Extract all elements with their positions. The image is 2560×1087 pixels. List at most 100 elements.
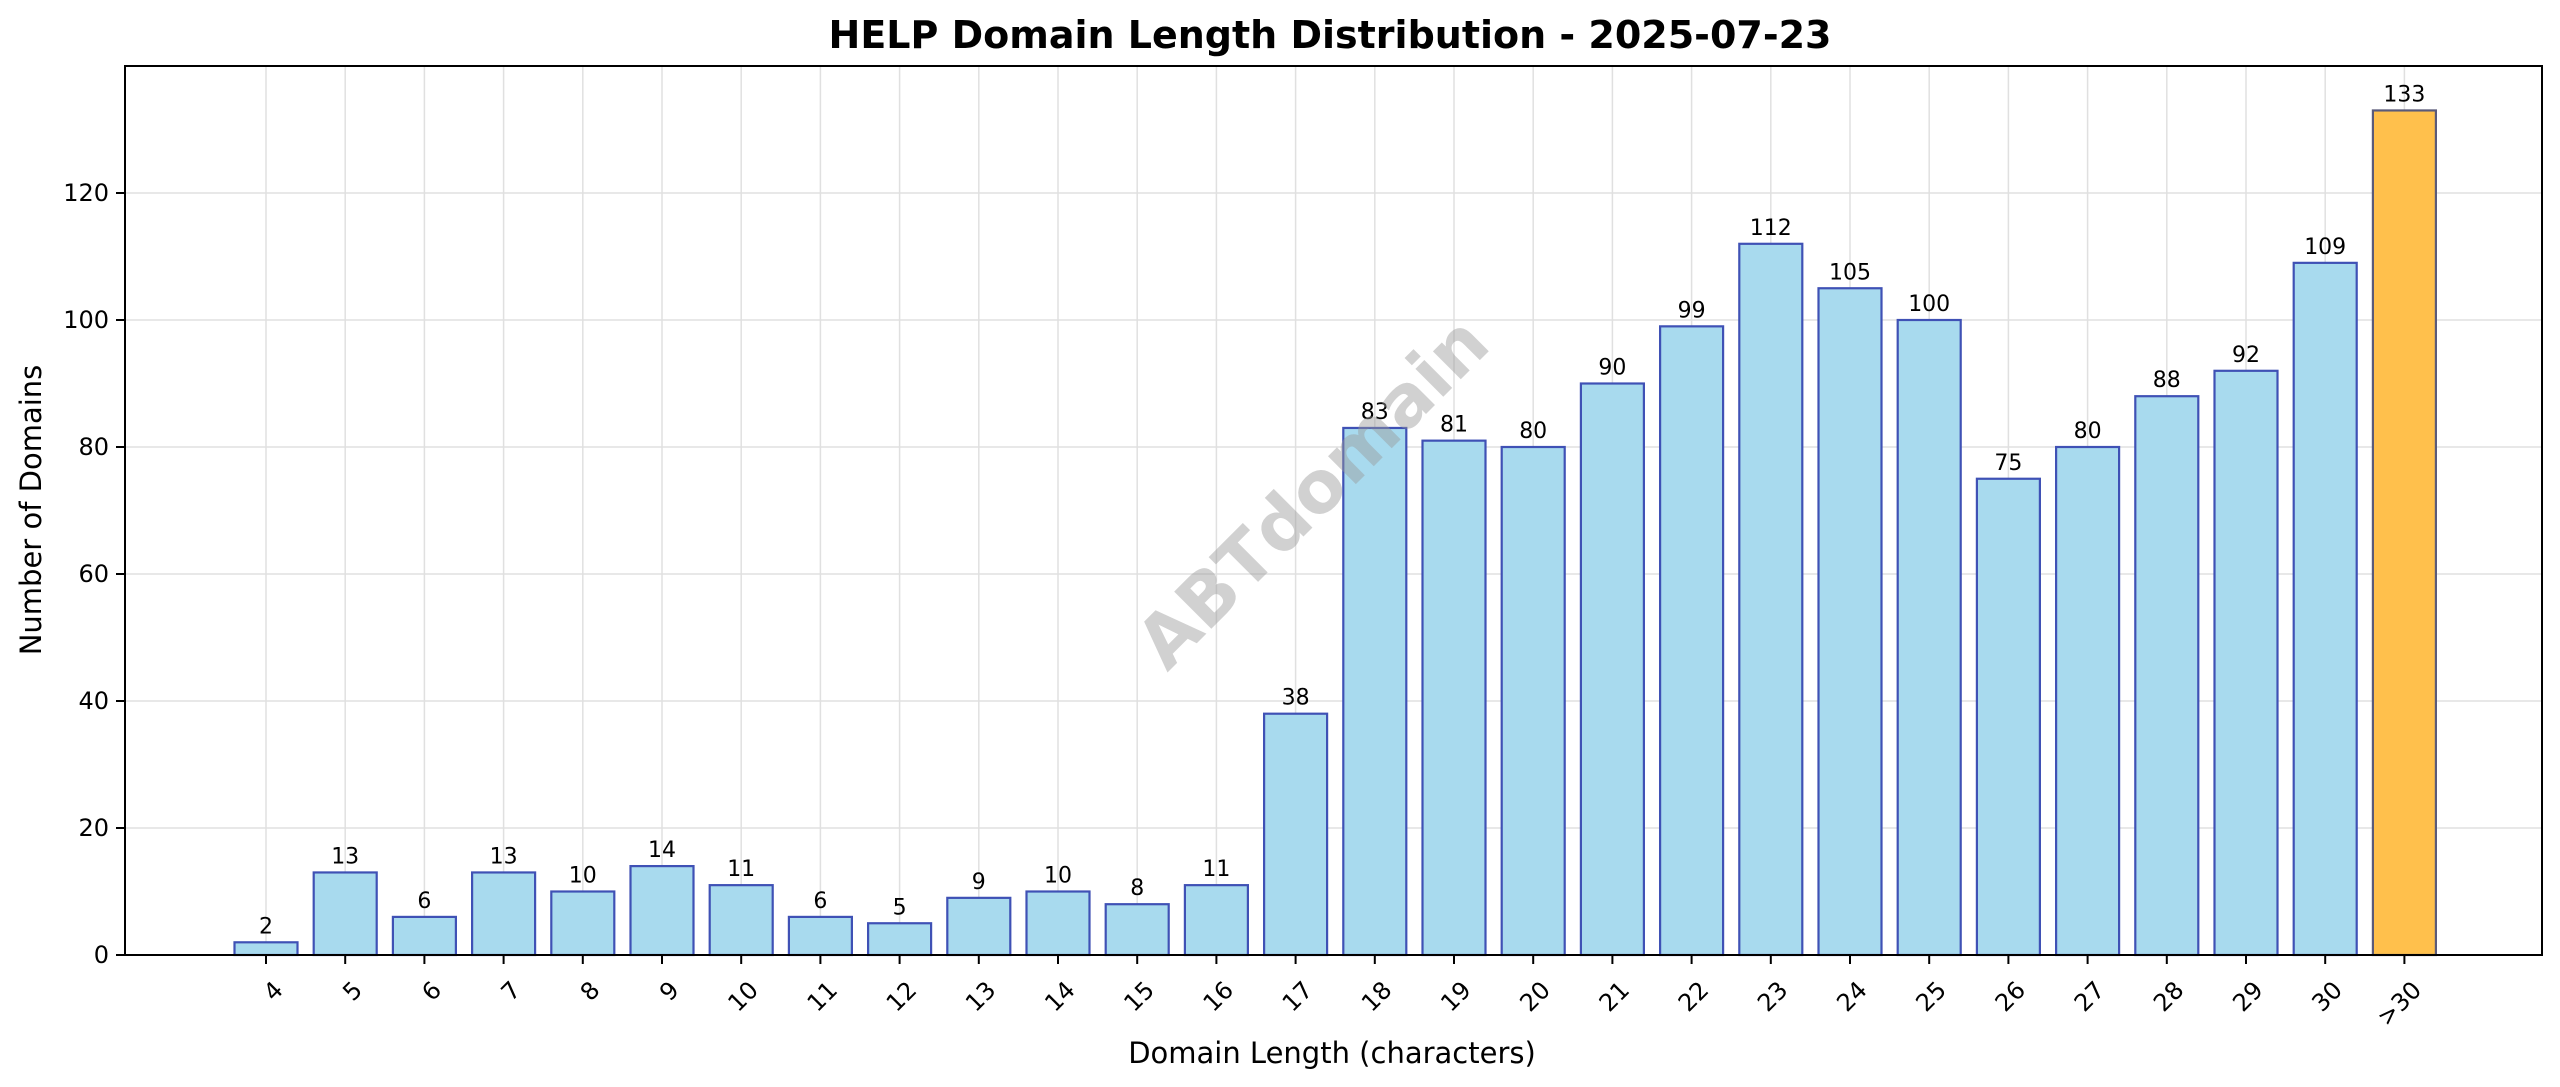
y-tick-label: 20 — [78, 814, 109, 842]
x-tick-label: 9 — [654, 976, 685, 1007]
x-tick-label: 12 — [881, 976, 922, 1017]
data-label: 100 — [1908, 292, 1950, 317]
x-tick-label: 15 — [1118, 976, 1159, 1017]
data-labels: 2 13 6 13 10 14 11 6 5 9 10 8 11 38 83 81 80 90 99 112 105 10… — [259, 82, 2425, 939]
bar-7 — [471, 871, 537, 957]
data-label: 105 — [1829, 260, 1871, 285]
x-tick-label: 27 — [2069, 976, 2110, 1017]
bar-9 — [629, 864, 695, 957]
x-tick-label: 19 — [1435, 976, 1476, 1017]
chart-title: HELP Domain Length Distribution - 2025-0… — [829, 13, 1832, 57]
bar-21 — [1579, 382, 1646, 957]
y-axis-label: Number of Domains — [14, 365, 48, 656]
bar-16 — [1183, 884, 1250, 957]
bar-4 — [233, 941, 299, 957]
data-label: 75 — [1994, 451, 2022, 476]
x-tick-label: 23 — [1752, 976, 1793, 1017]
x-tick-label: 5 — [337, 976, 368, 1007]
y-tick-label: 120 — [63, 179, 109, 207]
bar-22 — [1658, 325, 1725, 957]
bar-10 — [708, 884, 774, 957]
data-label: 81 — [1440, 413, 1468, 438]
data-label: 10 — [569, 864, 597, 889]
bar-27 — [2055, 445, 2121, 957]
x-tick-label: >30 — [2371, 976, 2427, 1032]
data-label: 90 — [1598, 356, 1626, 381]
x-tick-label: 7 — [496, 976, 527, 1007]
bar-14 — [1025, 890, 1091, 957]
bar-15 — [1104, 903, 1170, 957]
bar-26 — [1975, 477, 2042, 957]
bars — [233, 109, 2437, 957]
x-tick-label: 16 — [1198, 976, 1239, 1017]
data-label: 6 — [417, 889, 431, 914]
data-label: 11 — [727, 857, 755, 882]
bar-28 — [2134, 395, 2200, 957]
y-tick-label: 40 — [78, 687, 109, 715]
y-tick-label: 80 — [78, 433, 109, 461]
data-label: 99 — [1678, 298, 1706, 323]
x-tick-label: 13 — [960, 976, 1001, 1017]
data-label: 6 — [813, 889, 827, 914]
x-tick-label: 25 — [1910, 976, 1951, 1017]
x-tick-label: 26 — [1990, 976, 2031, 1017]
bar-18 — [1342, 426, 1408, 957]
bar->30 — [2371, 109, 2437, 957]
x-tick-label: 21 — [1594, 976, 1635, 1017]
x-tick-label: 17 — [1277, 976, 1318, 1017]
x-tick-label: 29 — [2227, 976, 2268, 1017]
bar-20 — [1500, 445, 1566, 957]
x-tick-label: 22 — [1673, 976, 1714, 1017]
data-label: 38 — [1282, 686, 1310, 711]
plot-frame — [124, 65, 2543, 956]
bar-25 — [1896, 318, 1962, 957]
x-tick-label: 10 — [722, 976, 763, 1017]
x-tick-label: 6 — [416, 976, 447, 1007]
data-label: 92 — [2232, 343, 2260, 368]
bar-13 — [946, 896, 1012, 957]
x-axis-label: Domain Length (characters) — [1128, 1036, 1536, 1070]
x-tick-label: 30 — [2306, 976, 2347, 1017]
y-tick-label: 60 — [78, 560, 109, 588]
data-label: 133 — [2383, 82, 2425, 107]
bar-12 — [866, 922, 933, 957]
data-label: 88 — [2153, 368, 2181, 393]
bar-5 — [312, 871, 378, 957]
y-axis: 0 20 40 60 80 100 120 — [63, 179, 125, 969]
x-tick-label: 8 — [575, 976, 606, 1007]
bar-17 — [1262, 712, 1329, 957]
bar-8 — [550, 890, 616, 957]
x-tick-label: 24 — [1831, 976, 1872, 1017]
data-label: 5 — [893, 895, 907, 920]
x-tick-label: 28 — [2148, 976, 2189, 1017]
data-label: 109 — [2304, 235, 2346, 260]
data-label: 13 — [331, 844, 359, 869]
data-label: 112 — [1750, 216, 1792, 241]
data-label: 9 — [972, 870, 986, 895]
bar-6 — [391, 915, 457, 957]
data-label: 8 — [1130, 876, 1144, 901]
data-label: 10 — [1044, 864, 1072, 889]
bar-24 — [1817, 287, 1883, 957]
bar-30 — [2292, 261, 2358, 957]
data-label: 13 — [490, 844, 518, 869]
x-axis: 4 5 6 7 8 9 10 11 12 13 14 15 16 17 18 19 20 21 22 23 24 25 26… — [258, 955, 2427, 1032]
x-tick-label: 11 — [802, 976, 843, 1017]
data-label: 80 — [2074, 419, 2102, 444]
data-label: 14 — [648, 838, 676, 863]
bar-23 — [1738, 242, 1804, 957]
bar-19 — [1421, 439, 1487, 957]
x-tick-label: 4 — [258, 976, 289, 1007]
bar-11 — [787, 915, 854, 957]
y-tick-label: 100 — [63, 306, 109, 334]
data-label: 83 — [1361, 400, 1389, 425]
bar-29 — [2213, 369, 2279, 957]
x-tick-label: 14 — [1039, 976, 1080, 1017]
y-tick-label: 0 — [94, 941, 109, 969]
data-label: 2 — [259, 914, 273, 939]
x-tick-label: 18 — [1356, 976, 1397, 1017]
x-tick-label: 20 — [1514, 976, 1555, 1017]
data-label: 80 — [1519, 419, 1547, 444]
data-label: 11 — [1202, 857, 1230, 882]
